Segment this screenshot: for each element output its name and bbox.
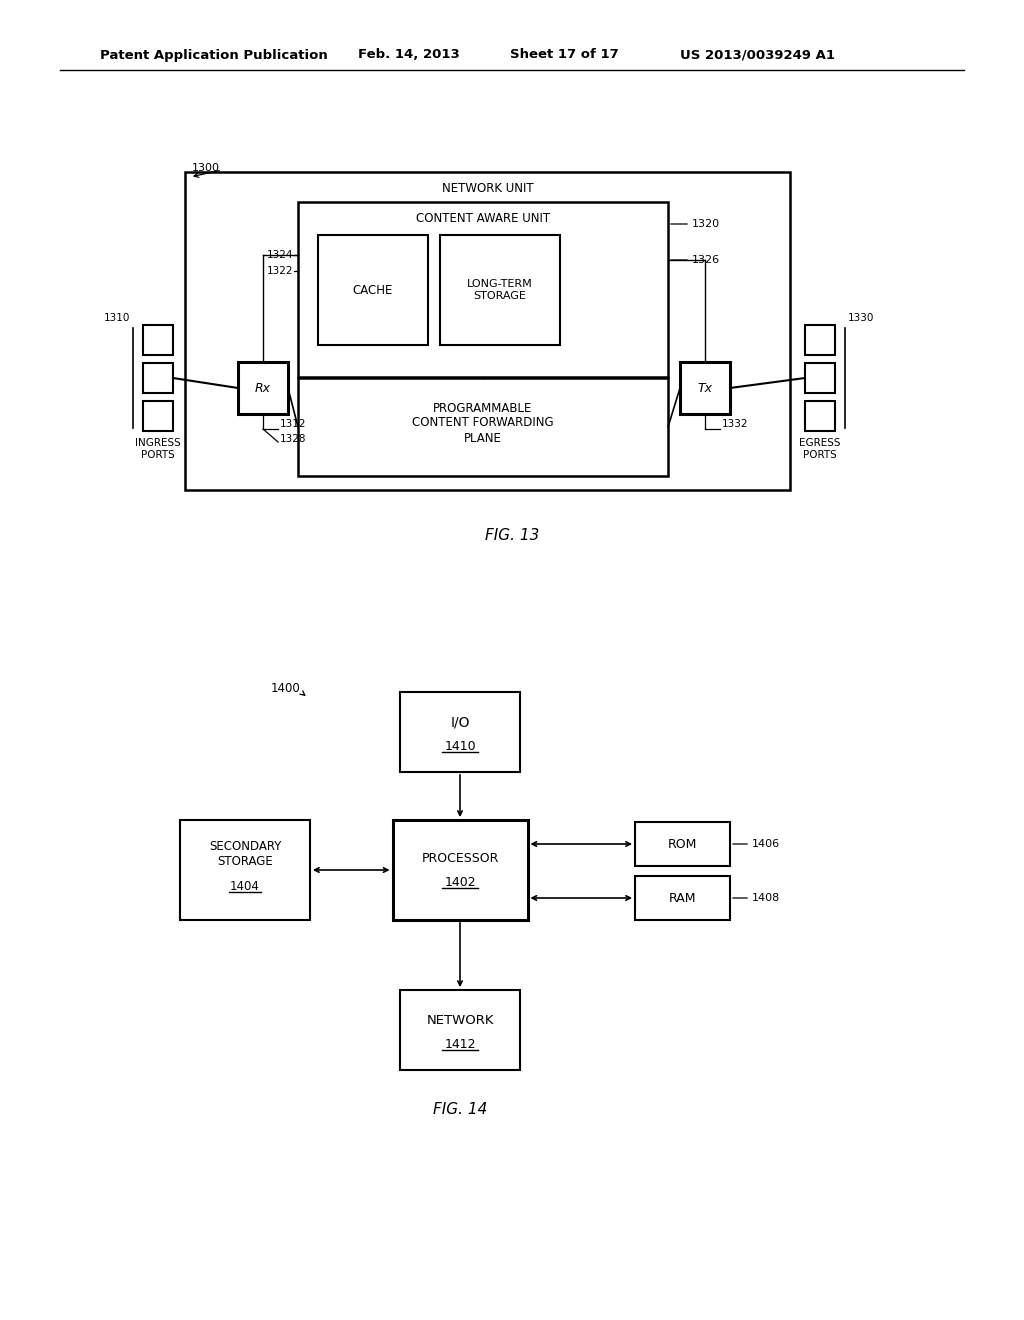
Bar: [392, 820, 527, 920]
Text: NETWORK UNIT: NETWORK UNIT: [441, 181, 534, 194]
Text: US 2013/0039249 A1: US 2013/0039249 A1: [680, 49, 835, 62]
Text: FIG. 14: FIG. 14: [433, 1102, 487, 1118]
Bar: [298, 378, 668, 477]
Text: Tx: Tx: [697, 381, 713, 395]
Text: ROM: ROM: [668, 837, 697, 850]
Bar: [400, 990, 520, 1071]
Text: 1402: 1402: [444, 875, 476, 888]
Text: Patent Application Publication: Patent Application Publication: [100, 49, 328, 62]
Bar: [180, 820, 310, 920]
Text: CONTENT AWARE UNIT: CONTENT AWARE UNIT: [416, 211, 550, 224]
Bar: [318, 235, 428, 345]
Bar: [143, 325, 173, 355]
Text: 1320: 1320: [692, 219, 720, 228]
Bar: [805, 401, 835, 432]
Text: CACHE: CACHE: [353, 284, 393, 297]
Text: SECONDARY
STORAGE: SECONDARY STORAGE: [209, 840, 282, 869]
Text: Rx: Rx: [255, 381, 271, 395]
Bar: [185, 172, 790, 490]
Bar: [400, 692, 520, 772]
Text: 1412: 1412: [444, 1038, 476, 1051]
Text: 1408: 1408: [752, 894, 780, 903]
Text: NETWORK: NETWORK: [426, 1014, 494, 1027]
Text: 1410: 1410: [444, 739, 476, 752]
Text: 1322: 1322: [266, 267, 293, 276]
Text: 1332: 1332: [722, 418, 749, 429]
Text: 1312: 1312: [280, 418, 306, 429]
Text: 1400: 1400: [270, 681, 300, 694]
Bar: [805, 363, 835, 393]
Bar: [143, 363, 173, 393]
Text: FIG. 13: FIG. 13: [484, 528, 540, 544]
Text: INGRESS
PORTS: INGRESS PORTS: [135, 438, 181, 459]
Bar: [635, 822, 730, 866]
Text: 1404: 1404: [230, 879, 260, 892]
Text: LONG-TERM
STORAGE: LONG-TERM STORAGE: [467, 280, 532, 301]
Bar: [298, 202, 668, 378]
Text: 1326: 1326: [692, 255, 720, 265]
Text: Sheet 17 of 17: Sheet 17 of 17: [510, 49, 618, 62]
Text: Feb. 14, 2013: Feb. 14, 2013: [358, 49, 460, 62]
Text: 1328: 1328: [280, 434, 306, 444]
Bar: [238, 362, 288, 414]
Text: EGRESS
PORTS: EGRESS PORTS: [800, 438, 841, 459]
Text: 1406: 1406: [752, 840, 780, 849]
Bar: [143, 401, 173, 432]
Text: RAM: RAM: [669, 891, 696, 904]
Text: PROGRAMMABLE
CONTENT FORWARDING
PLANE: PROGRAMMABLE CONTENT FORWARDING PLANE: [413, 401, 554, 445]
Bar: [680, 362, 730, 414]
Text: 1310: 1310: [103, 313, 130, 323]
Bar: [805, 325, 835, 355]
Text: 1324: 1324: [266, 249, 293, 260]
Text: PROCESSOR: PROCESSOR: [421, 851, 499, 865]
Text: I/O: I/O: [451, 715, 470, 729]
Text: 1300: 1300: [193, 162, 220, 173]
Bar: [440, 235, 560, 345]
Text: 1330: 1330: [848, 313, 874, 323]
Bar: [635, 876, 730, 920]
